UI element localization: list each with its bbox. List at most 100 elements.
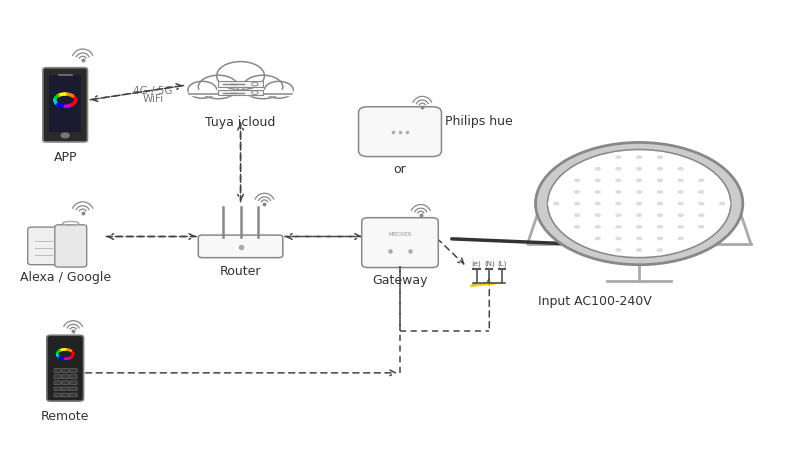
Text: (L): (L) xyxy=(498,261,506,267)
Circle shape xyxy=(719,201,726,205)
Circle shape xyxy=(198,75,238,99)
Circle shape xyxy=(594,190,601,194)
Text: Remote: Remote xyxy=(41,410,90,423)
Circle shape xyxy=(615,248,622,252)
Circle shape xyxy=(569,210,585,220)
Circle shape xyxy=(569,199,585,208)
Circle shape xyxy=(631,222,647,231)
Circle shape xyxy=(615,201,622,205)
Circle shape xyxy=(547,149,731,258)
Circle shape xyxy=(243,75,283,99)
Circle shape xyxy=(678,201,684,205)
Circle shape xyxy=(610,245,626,255)
Text: Gateway: Gateway xyxy=(372,273,428,287)
FancyBboxPatch shape xyxy=(62,381,69,385)
Circle shape xyxy=(698,190,705,194)
Circle shape xyxy=(590,199,606,208)
Text: Philips hue: Philips hue xyxy=(445,114,512,128)
Circle shape xyxy=(673,175,689,185)
Circle shape xyxy=(657,167,663,171)
FancyBboxPatch shape xyxy=(70,387,77,391)
Circle shape xyxy=(631,175,647,185)
Circle shape xyxy=(694,175,710,185)
Circle shape xyxy=(714,199,730,208)
Text: 4G / 5G: 4G / 5G xyxy=(133,86,173,96)
Circle shape xyxy=(636,178,642,182)
Circle shape xyxy=(610,199,626,208)
Circle shape xyxy=(569,187,585,197)
FancyBboxPatch shape xyxy=(28,227,59,265)
Circle shape xyxy=(657,248,663,252)
Circle shape xyxy=(652,234,668,243)
Circle shape xyxy=(594,236,601,240)
Circle shape xyxy=(657,213,663,217)
Circle shape xyxy=(698,201,705,205)
Circle shape xyxy=(590,187,606,197)
Circle shape xyxy=(673,234,689,243)
Circle shape xyxy=(678,190,684,194)
Circle shape xyxy=(652,222,668,231)
Circle shape xyxy=(652,210,668,220)
Circle shape xyxy=(652,199,668,208)
Circle shape xyxy=(610,152,626,162)
Circle shape xyxy=(590,222,606,231)
FancyBboxPatch shape xyxy=(70,393,77,397)
FancyBboxPatch shape xyxy=(47,335,83,401)
Circle shape xyxy=(652,164,668,174)
FancyBboxPatch shape xyxy=(729,196,738,211)
Circle shape xyxy=(698,178,705,182)
Circle shape xyxy=(594,201,601,205)
FancyBboxPatch shape xyxy=(54,393,61,397)
FancyBboxPatch shape xyxy=(62,368,69,372)
Circle shape xyxy=(615,155,622,159)
Circle shape xyxy=(678,225,684,228)
Circle shape xyxy=(590,210,606,220)
Circle shape xyxy=(188,81,217,98)
FancyBboxPatch shape xyxy=(218,90,263,96)
Circle shape xyxy=(615,190,622,194)
Circle shape xyxy=(594,167,601,171)
FancyBboxPatch shape xyxy=(70,381,77,385)
Circle shape xyxy=(631,152,647,162)
Circle shape xyxy=(594,213,601,217)
FancyBboxPatch shape xyxy=(362,218,438,268)
Circle shape xyxy=(553,201,559,205)
Circle shape xyxy=(636,225,642,228)
FancyBboxPatch shape xyxy=(54,381,61,385)
Text: or: or xyxy=(394,163,406,176)
Circle shape xyxy=(615,178,622,182)
FancyBboxPatch shape xyxy=(358,107,442,157)
Circle shape xyxy=(615,213,622,217)
Circle shape xyxy=(673,222,689,231)
Text: (N): (N) xyxy=(484,261,494,267)
Circle shape xyxy=(678,178,684,182)
Circle shape xyxy=(673,187,689,197)
Text: MIBOXER: MIBOXER xyxy=(388,232,412,236)
FancyBboxPatch shape xyxy=(54,375,61,378)
Circle shape xyxy=(590,164,606,174)
FancyBboxPatch shape xyxy=(54,387,61,391)
FancyBboxPatch shape xyxy=(50,75,81,131)
Circle shape xyxy=(678,213,684,217)
Circle shape xyxy=(610,210,626,220)
Circle shape xyxy=(631,210,647,220)
Circle shape xyxy=(678,236,684,240)
Circle shape xyxy=(673,199,689,208)
Text: (e): (e) xyxy=(472,261,482,267)
FancyBboxPatch shape xyxy=(62,393,69,397)
Circle shape xyxy=(574,225,580,228)
FancyBboxPatch shape xyxy=(198,235,283,258)
Circle shape xyxy=(265,81,293,98)
Circle shape xyxy=(610,234,626,243)
Circle shape xyxy=(694,187,710,197)
Circle shape xyxy=(657,236,663,240)
Circle shape xyxy=(615,167,622,171)
Circle shape xyxy=(379,120,421,144)
FancyBboxPatch shape xyxy=(62,387,69,391)
Circle shape xyxy=(657,225,663,228)
Circle shape xyxy=(615,225,622,228)
Circle shape xyxy=(657,201,663,205)
Circle shape xyxy=(657,190,663,194)
Text: WiFi: WiFi xyxy=(142,94,163,104)
Text: APP: APP xyxy=(54,151,77,164)
